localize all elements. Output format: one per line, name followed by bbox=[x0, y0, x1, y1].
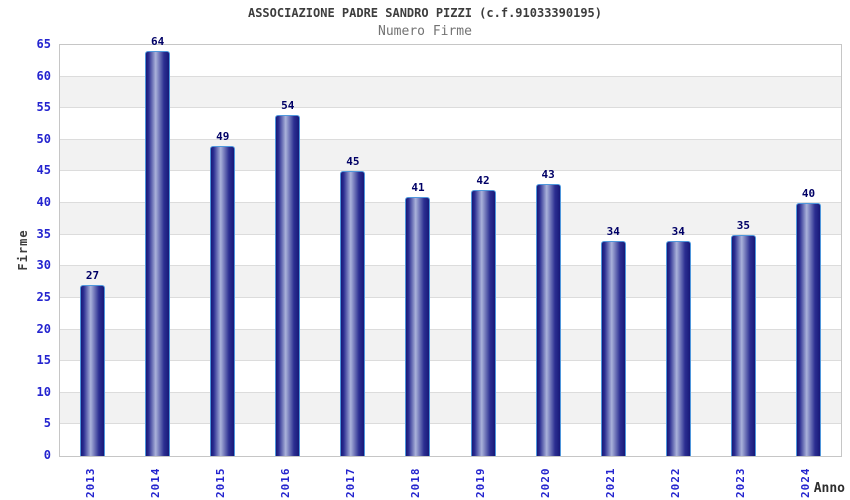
gridline bbox=[60, 296, 841, 298]
bar-2022 bbox=[665, 241, 691, 456]
background-band bbox=[60, 234, 841, 267]
bar-value-label: 35 bbox=[736, 218, 750, 232]
y-tick-label: 40 bbox=[36, 195, 51, 210]
bar-value-label: 54 bbox=[281, 98, 295, 112]
y-tick-label: 15 bbox=[36, 353, 51, 368]
x-tick-label: 2023 bbox=[734, 467, 748, 499]
y-tick-label: 5 bbox=[43, 416, 51, 431]
bar-value-label: 64 bbox=[151, 35, 165, 49]
y-tick-label: 60 bbox=[36, 68, 51, 83]
gridline bbox=[60, 202, 841, 204]
x-tick-label: 2018 bbox=[408, 467, 422, 499]
x-tick-label: 2016 bbox=[278, 467, 292, 499]
gridline bbox=[60, 138, 841, 140]
bar-value-label: 45 bbox=[346, 155, 360, 169]
bar-2013 bbox=[80, 285, 106, 456]
background-band bbox=[60, 76, 841, 109]
x-tick-label: 2022 bbox=[669, 467, 683, 499]
gridline bbox=[60, 107, 841, 109]
bar-value-label: 41 bbox=[411, 180, 425, 194]
y-tick-label: 35 bbox=[36, 226, 51, 241]
gridline bbox=[60, 391, 841, 393]
gridline bbox=[60, 265, 841, 267]
x-tick-label: 2021 bbox=[604, 467, 618, 499]
x-tick-label: 2015 bbox=[213, 467, 227, 499]
y-tick-label: 25 bbox=[36, 289, 51, 304]
bar-2017 bbox=[340, 171, 366, 456]
background-band bbox=[60, 392, 841, 425]
bar-value-label: 40 bbox=[801, 187, 816, 201]
background-band bbox=[60, 266, 841, 298]
x-tick-label: 2024 bbox=[799, 467, 813, 499]
background-band bbox=[60, 297, 841, 330]
bar-value-label: 43 bbox=[541, 168, 555, 182]
gridline bbox=[60, 233, 841, 235]
x-axis-title: Anno bbox=[813, 481, 845, 496]
gridline bbox=[60, 423, 841, 425]
bar-2021 bbox=[600, 241, 626, 456]
bar-2020 bbox=[535, 184, 561, 456]
background-band bbox=[60, 424, 841, 456]
background-band bbox=[60, 171, 841, 204]
gridline bbox=[60, 170, 841, 172]
bar-value-label: 49 bbox=[216, 130, 230, 144]
bar-2024 bbox=[795, 203, 821, 456]
gridline bbox=[60, 328, 841, 330]
gridline bbox=[60, 360, 841, 362]
bar-2015 bbox=[210, 146, 236, 456]
bar-value-label: 27 bbox=[85, 269, 100, 283]
y-tick-label: 55 bbox=[36, 100, 51, 115]
bar-2016 bbox=[275, 114, 301, 456]
y-tick-label: 20 bbox=[36, 321, 51, 336]
bar-2023 bbox=[730, 234, 756, 456]
y-tick-label: 45 bbox=[36, 163, 51, 178]
x-tick-label: 2014 bbox=[148, 467, 162, 499]
bar-2019 bbox=[470, 190, 496, 456]
y-tick-label: 10 bbox=[36, 384, 51, 399]
y-tick-label: 0 bbox=[43, 448, 51, 462]
y-tick-label: 50 bbox=[36, 131, 51, 146]
chart-subtitle: Numero Firme bbox=[378, 24, 472, 39]
bar-value-label: 42 bbox=[476, 174, 490, 188]
chart-title: ASSOCIAZIONE PADRE SANDRO PIZZI (c.f.910… bbox=[247, 6, 602, 20]
background-band bbox=[60, 139, 841, 172]
x-tick-label: 2013 bbox=[83, 467, 97, 499]
x-tick-label: 2019 bbox=[474, 467, 488, 499]
x-tick-label: 2020 bbox=[539, 467, 553, 499]
bar-value-label: 34 bbox=[606, 225, 620, 239]
y-tick-label: 30 bbox=[36, 258, 51, 273]
background-band bbox=[60, 203, 841, 235]
x-tick-label: 2017 bbox=[343, 467, 357, 499]
y-tick-label: 65 bbox=[36, 37, 51, 51]
background-band bbox=[60, 329, 841, 362]
plot-area: 27 64 49 54 45 41 42 43 34 34 35 40 bbox=[59, 36, 842, 457]
bar-2014 bbox=[145, 51, 171, 456]
background-band bbox=[60, 361, 841, 393]
bar-2018 bbox=[405, 196, 431, 456]
bar-value-label: 34 bbox=[671, 225, 685, 239]
background-band bbox=[60, 108, 841, 140]
background-band bbox=[60, 45, 841, 77]
gridline bbox=[60, 75, 841, 77]
